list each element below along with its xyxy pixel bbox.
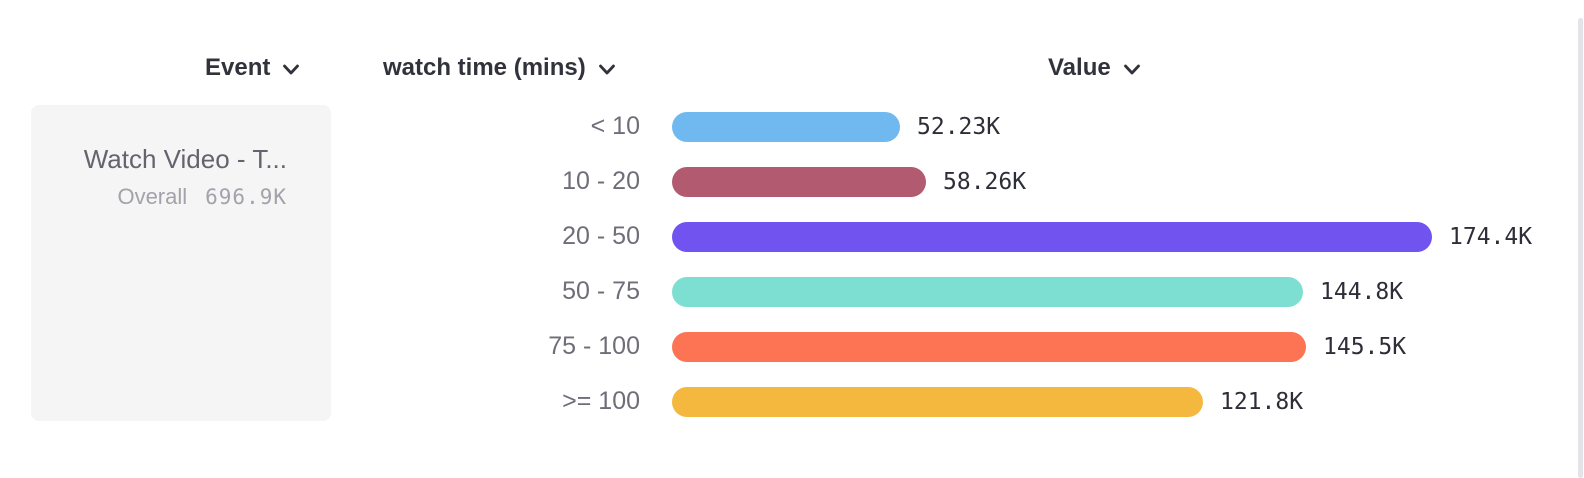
bucket-label: 20 - 50	[562, 222, 640, 250]
chevron-down-icon	[282, 63, 300, 76]
event-column-label: Event	[205, 54, 271, 81]
bar-value-label: 58.26K	[943, 168, 1027, 195]
value-bar[interactable]	[672, 111, 900, 142]
bar-value-label: 121.8K	[1220, 388, 1304, 415]
value-bar[interactable]	[672, 166, 926, 197]
bar-chart-row: 50 - 75 144.8K	[0, 264, 1584, 319]
bar-value-label: 52.23K	[917, 113, 1001, 140]
bucket-label: 50 - 75	[562, 277, 640, 305]
value-bar[interactable]	[672, 276, 1303, 307]
bar-track: 174.4K	[672, 221, 1533, 252]
breakdown-column-label: watch time (mins)	[383, 54, 586, 81]
bar-value-label: 144.8K	[1320, 278, 1404, 305]
chevron-down-icon	[598, 63, 616, 76]
value-bar[interactable]	[672, 221, 1432, 252]
value-bar[interactable]	[672, 386, 1203, 417]
bar-track: 145.5K	[672, 331, 1407, 362]
bar-chart: < 10 52.23K 10 - 20 58.26K 20 - 50 174.4…	[0, 99, 1584, 429]
value-column-header[interactable]: Value	[1048, 52, 1141, 84]
chevron-down-icon	[1123, 63, 1141, 76]
overall-value: 696.9K	[205, 184, 287, 209]
bar-track: 144.8K	[672, 276, 1404, 307]
bar-chart-row: 10 - 20 58.26K	[0, 154, 1584, 209]
bar-value-label: 145.5K	[1323, 333, 1407, 360]
event-column-header[interactable]: Event	[205, 52, 300, 84]
bucket-label: 10 - 20	[562, 167, 640, 195]
bar-track: 121.8K	[672, 386, 1304, 417]
event-name: Watch Video - T...	[83, 144, 287, 174]
value-column-label: Value	[1048, 54, 1111, 81]
bar-value-label: 174.4K	[1449, 223, 1533, 250]
event-card[interactable]: Watch Video - T... Overall 696.9K	[31, 105, 331, 421]
bucket-label: < 10	[590, 112, 640, 140]
vertical-scrollbar[interactable]	[1578, 18, 1583, 478]
breakdown-column-header[interactable]: watch time (mins)	[383, 52, 616, 84]
value-bar[interactable]	[672, 331, 1306, 362]
event-overall-row: Overall 696.9K	[51, 184, 287, 210]
bucket-label: >= 100	[562, 387, 640, 415]
bar-chart-row: 20 - 50 174.4K	[0, 209, 1584, 264]
bar-chart-row: < 10 52.23K	[0, 99, 1584, 154]
bar-track: 52.23K	[672, 111, 1001, 142]
bar-chart-row: 75 - 100 145.5K	[0, 319, 1584, 374]
bucket-label: 75 - 100	[548, 332, 640, 360]
bar-track: 58.26K	[672, 166, 1027, 197]
bar-chart-row: >= 100 121.8K	[0, 374, 1584, 429]
overall-label: Overall	[117, 183, 188, 209]
